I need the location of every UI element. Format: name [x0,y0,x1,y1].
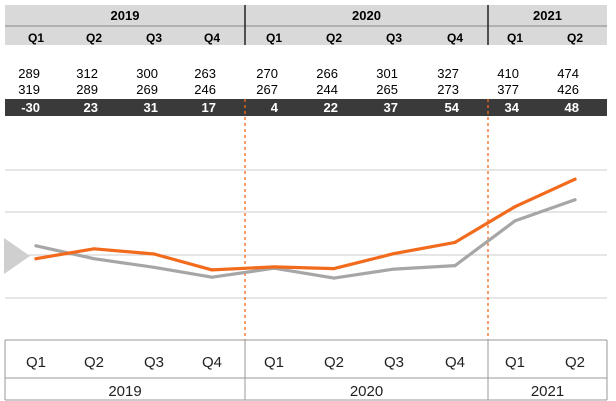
header-quarter-label: Q2 [326,31,342,45]
difference-cell: 31 [144,100,158,115]
orange-series-point [453,240,457,244]
value-row2-cell: 265 [376,82,398,97]
axis-quarter-label: Q2 [324,354,344,371]
value-row2-cell: 244 [316,82,338,97]
difference-cell: 4 [271,100,279,115]
gray-series-point [92,257,96,261]
value-row1-cell: 410 [497,66,519,81]
axis-quarter-label: Q3 [144,354,164,371]
orange-series-point [573,177,577,181]
orange-series-point [210,268,214,272]
gray-series-point [392,267,396,271]
orange-series-line [34,177,577,272]
gray-series-point [34,244,38,248]
value-row2-cell: 273 [437,82,459,97]
value-row2-cell: 267 [256,82,278,97]
value-row1-cell: 300 [136,66,158,81]
value-row1-cell: 312 [76,66,98,81]
axis-year-label: 2021 [531,383,564,400]
value-row2-cell: 426 [557,82,579,97]
value-row2-cell: 246 [194,82,216,97]
header-quarter-label: Q2 [86,31,102,45]
header-quarter-label: Q3 [146,31,162,45]
axis-year-label: 2020 [350,383,383,400]
header-quarter-label: Q1 [28,31,44,45]
axis-quarter-label: Q1 [26,354,46,371]
orange-series-point [332,267,336,271]
header-quarter-label: Q1 [507,31,523,45]
difference-cell: 23 [84,100,98,115]
difference-cell: 37 [384,100,398,115]
value-row2-cell: 377 [497,82,519,97]
difference-cell: 22 [324,100,338,115]
value-row1-cell: 474 [557,66,579,81]
difference-cell: 54 [445,100,460,115]
difference-cell: -30 [21,100,40,115]
header-year-label: 2020 [352,8,381,23]
axis-quarter-label: Q1 [264,354,284,371]
axis-year-label: 2019 [108,383,141,400]
orange-series-point [272,265,276,269]
header-year-label: 2019 [111,8,140,23]
value-row2-cell: 289 [76,82,98,97]
value-row1-cell: 270 [256,66,278,81]
header-quarter-label: Q4 [447,31,463,45]
gray-series-point [210,275,214,279]
value-row1-cell: 327 [437,66,459,81]
axis-quarter-label: Q4 [445,354,465,371]
start-arrow-marker [4,238,30,274]
axis-quarter-label: Q2 [84,354,104,371]
header-band [5,5,607,45]
gray-series-point [453,264,457,268]
header-quarter-label: Q1 [266,31,282,45]
difference-cell: 48 [565,100,579,115]
header-quarter-label: Q4 [204,31,220,45]
value-row1-cell: 289 [18,66,40,81]
axis-quarter-label: Q3 [384,354,404,371]
gray-series-point [573,198,577,202]
axis-quarter-label: Q1 [505,354,525,371]
header-quarter-label: Q3 [386,31,402,45]
difference-cell: 34 [505,100,520,115]
orange-series-point [92,247,96,251]
value-row1-cell: 263 [194,66,216,81]
value-row2-cell: 319 [18,82,40,97]
gray-series-point [152,265,156,269]
gray-series-point [513,219,517,223]
value-row2-cell: 269 [136,82,158,97]
difference-cell: 17 [202,100,216,115]
gray-series-line [34,198,577,280]
value-row1-cell: 301 [376,66,398,81]
header-quarter-label: Q2 [567,31,583,45]
header-year-label: 2021 [533,8,562,23]
value-row1-cell: 266 [316,66,338,81]
difference-band [5,99,607,116]
axis-quarter-label: Q2 [565,354,585,371]
axis-quarter-label: Q4 [202,354,222,371]
orange-series-point [34,257,38,261]
orange-series-point [152,252,156,256]
gray-series-point [332,276,336,280]
orange-series-point [513,205,517,209]
orange-series-point [392,252,396,256]
